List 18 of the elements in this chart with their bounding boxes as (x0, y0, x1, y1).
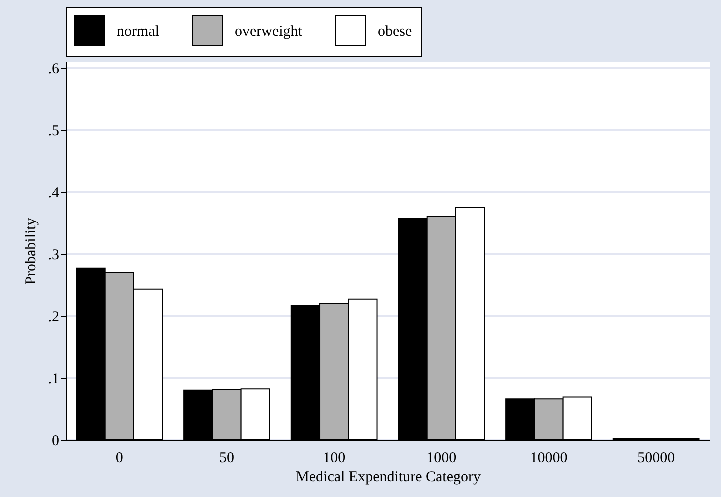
x-tick-label: 0 (116, 450, 124, 466)
y-tick-label: .4 (48, 186, 60, 202)
y-axis-title: Probability (23, 218, 40, 285)
legend-label: normal (117, 24, 160, 40)
y-tick-label: .5 (48, 124, 60, 140)
y-tick-label: .3 (48, 248, 60, 264)
legend-label: overweight (235, 24, 304, 40)
x-tick-label: 100 (323, 450, 346, 466)
y-tick-label: 0 (52, 434, 60, 450)
y-tick-label: .1 (48, 372, 60, 388)
y-tick-label: .6 (48, 62, 60, 78)
x-tick-label: 50000 (638, 450, 676, 466)
x-tick-label: 1000 (426, 450, 457, 466)
x-axis-title: Medical Expenditure Category (296, 470, 482, 486)
x-tick-label: 10000 (530, 450, 568, 466)
y-tick-label: .2 (48, 310, 60, 326)
legend-label: obese (378, 24, 412, 40)
x-tick-label: 50 (220, 450, 234, 466)
